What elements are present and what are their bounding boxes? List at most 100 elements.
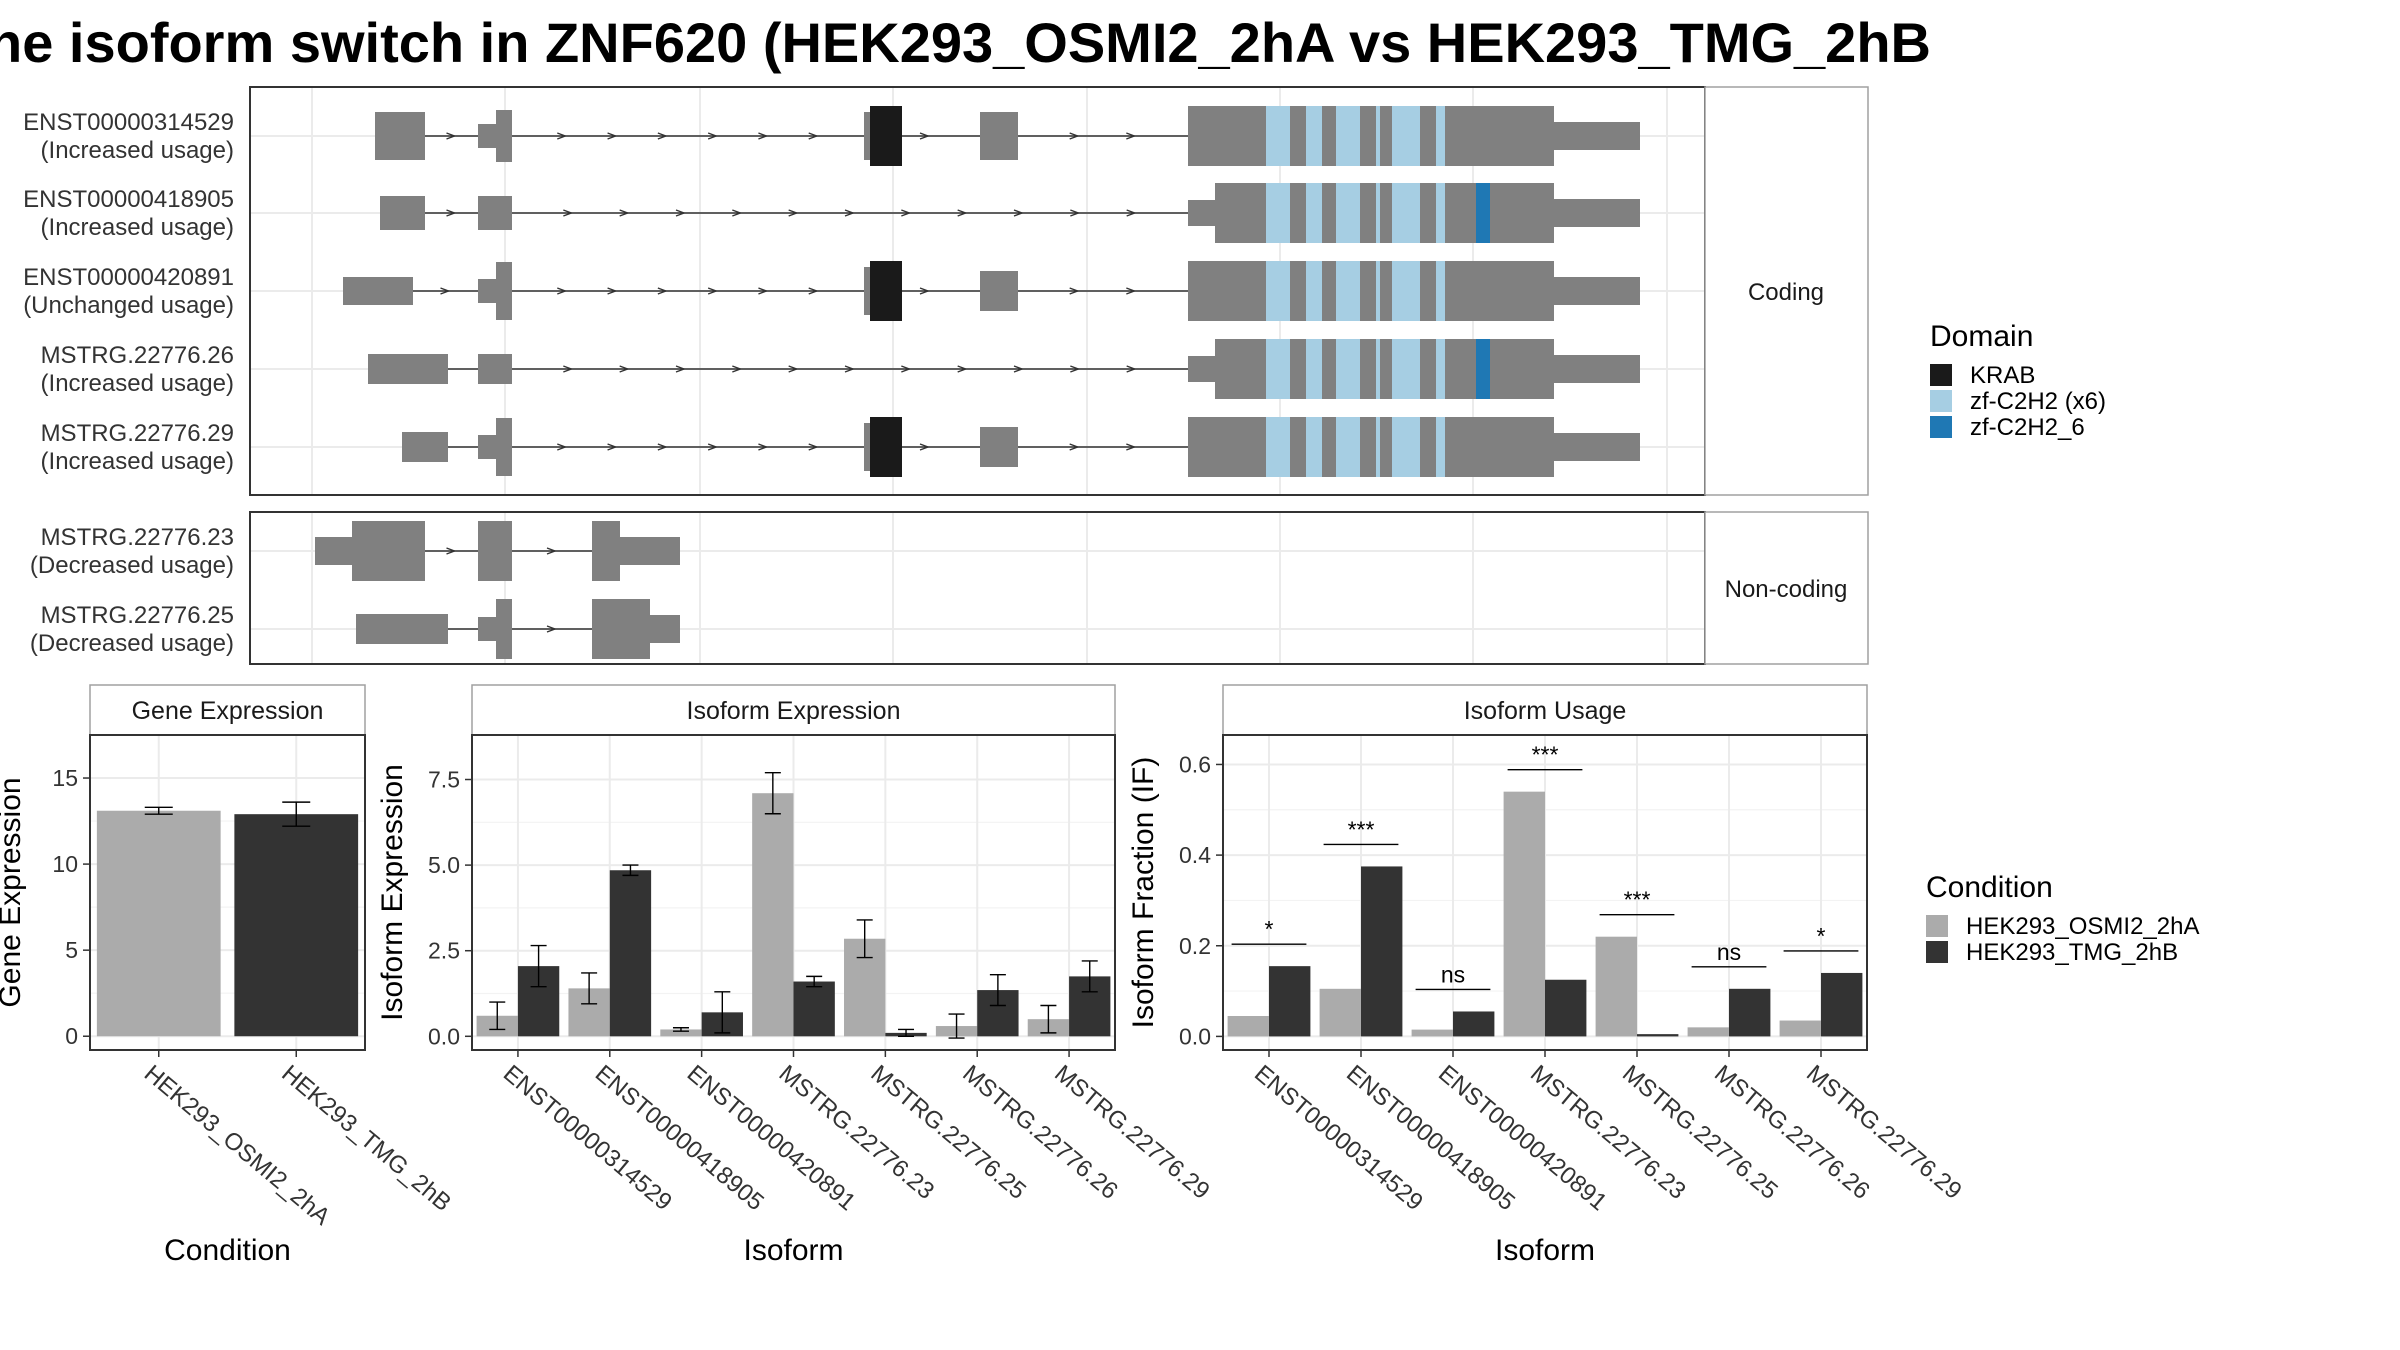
zf-c2h2-x6-domain [1336, 339, 1360, 399]
significance-label: *** [1532, 742, 1559, 768]
transcript-usage-label: (Increased usage) [41, 370, 234, 397]
intron-arrow [675, 209, 686, 217]
intron-arrow [563, 365, 574, 373]
legend-swatch [1926, 915, 1948, 937]
exon [1554, 122, 1640, 150]
x-tick-label: MSTRG.22776.25 [1617, 1060, 1783, 1205]
zf-c2h2-x6-domain [1306, 339, 1322, 399]
legend-label: zf-C2H2_6 [1970, 414, 2085, 441]
exon [343, 277, 413, 305]
intron-arrow [563, 209, 574, 217]
x-tick-label: MSTRG.22776.23 [774, 1060, 940, 1205]
panel-border [471, 734, 1116, 1051]
x-tick-label: MSTRG.22776.23 [1525, 1060, 1691, 1205]
exon [620, 537, 680, 565]
intron-arrow [546, 547, 557, 555]
significance-label: ns [1441, 961, 1465, 987]
coding-structure-panel [249, 86, 1869, 496]
transcript-usage-label: (Decreased usage) [30, 630, 234, 657]
exon [478, 354, 512, 384]
exon [980, 271, 1018, 311]
exon [1554, 277, 1640, 305]
transcript-usage-label: (Increased usage) [41, 137, 234, 164]
krab-domain [870, 106, 902, 166]
transcript-usage-label: (Increased usage) [41, 448, 234, 475]
zf-c2h2-x6-domain [1436, 261, 1445, 321]
intron-arrow [707, 132, 719, 140]
exon [1554, 355, 1640, 383]
y-tick-label: 0.0 [1179, 1023, 1211, 1049]
exon [864, 267, 870, 315]
exon [1188, 200, 1215, 226]
transcript-label: MSTRG.22776.23 [41, 524, 234, 551]
exon [650, 615, 680, 643]
y-tick-label: 0.4 [1179, 842, 1211, 868]
y-tick-label: 5.0 [428, 852, 460, 878]
facet-strip-label: Coding [1748, 279, 1824, 306]
exon [478, 617, 496, 641]
intron-arrow [557, 443, 568, 451]
transcript-label: ENST00000420891 [23, 264, 234, 291]
bar [1637, 1034, 1679, 1037]
intron-arrow [901, 365, 912, 373]
zf-c2h2-6-domain [1476, 339, 1490, 399]
exon [1266, 261, 1502, 321]
intron-arrow [1069, 287, 1080, 295]
zf-c2h2-x6-domain [1266, 261, 1290, 321]
exon [1266, 339, 1502, 399]
intron-arrow [788, 209, 799, 217]
exon [1266, 106, 1502, 166]
exon [352, 521, 425, 581]
zf-c2h2-x6-domain [1336, 417, 1360, 477]
transcript-usage-label: (Decreased usage) [30, 552, 234, 579]
exon [1266, 417, 1502, 477]
figure-title: he isoform switch in ZNF620 (HEK293_OSMI… [0, 11, 1931, 74]
intron-arrow [1070, 209, 1081, 217]
significance-label: *** [1348, 816, 1375, 842]
exon [592, 521, 620, 581]
bar [660, 1029, 702, 1037]
zf-c2h2-x6-domain [1306, 183, 1322, 243]
y-tick-label: 5 [65, 937, 78, 963]
bar [1779, 1020, 1821, 1037]
exon [1188, 261, 1266, 321]
legend-label: zf-C2H2 (x6) [1970, 388, 2106, 415]
exon [1502, 339, 1554, 399]
facet-strip [89, 684, 366, 736]
zf-c2h2-x6-domain [1266, 106, 1290, 166]
legend-label: HEK293_TMG_2hB [1966, 939, 2178, 966]
x-tick-label: ENST00000314529 [1249, 1060, 1428, 1216]
intron-arrow [844, 209, 855, 217]
intron-arrow [1126, 365, 1137, 373]
intron-arrow [619, 365, 630, 373]
intron-arrow [957, 365, 968, 373]
exon [402, 432, 448, 462]
facet-strip [471, 684, 1116, 736]
exon [980, 427, 1018, 467]
intron-arrow [1126, 287, 1137, 295]
x-tick-label: ENST00000314529 [498, 1060, 677, 1216]
legend-title: Domain [1930, 320, 2033, 353]
intron-arrow [1013, 209, 1024, 217]
exon [478, 196, 512, 230]
intron-arrow [607, 287, 618, 295]
zf-c2h2-x6-domain [1266, 183, 1290, 243]
significance-label: *** [1624, 887, 1651, 913]
exon [1188, 356, 1215, 382]
bar [1729, 988, 1771, 1037]
bar [1227, 1016, 1269, 1037]
zf-c2h2-x6-domain [1392, 261, 1420, 321]
y-tick-label: 0.6 [1179, 751, 1211, 777]
chart-isoform-expression: Isoform Expression 0.0 2.5 5.0 7.5 ENST000003… [376, 684, 1215, 1267]
exon [1502, 261, 1554, 321]
legend-swatch [1930, 364, 1952, 386]
noncoding-structure-panel [249, 511, 1869, 665]
x-tick-label: MSTRG.22776.29 [1049, 1060, 1215, 1205]
legend-swatch [1930, 390, 1952, 412]
zf-c2h2-x6-domain [1306, 261, 1322, 321]
chart-isoform-usage: Isoform Usage 0.0 0.2 0.4 0.6 ENST00000314529… [1127, 684, 1967, 1267]
intron-arrow [557, 287, 568, 295]
transcript-label: MSTRG.22776.25 [41, 602, 234, 629]
exon [478, 279, 496, 303]
